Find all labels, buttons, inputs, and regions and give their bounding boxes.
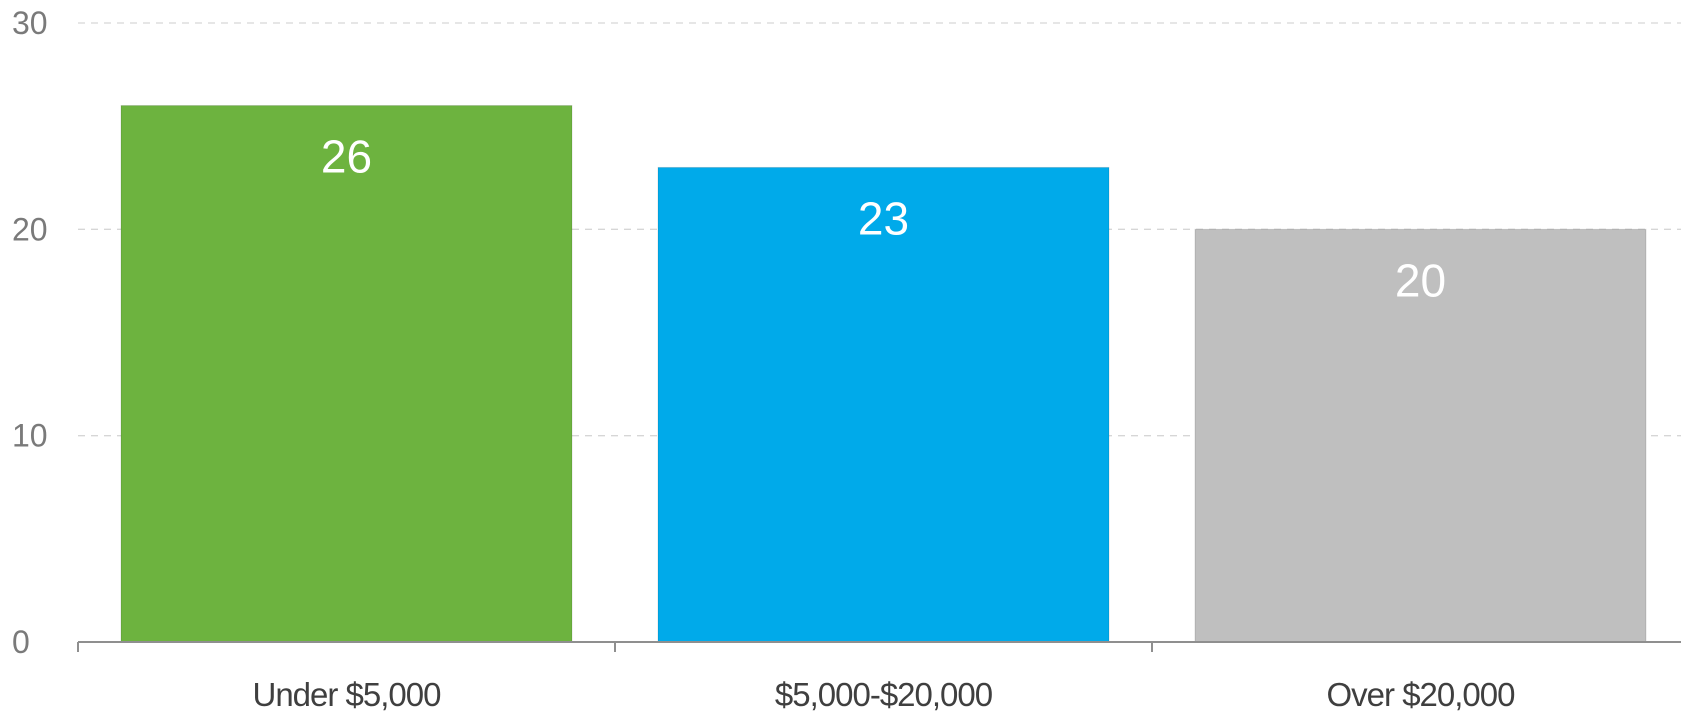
bar-3 xyxy=(1194,228,1647,643)
y-tick-label: 30 xyxy=(12,5,48,41)
bar-layer xyxy=(120,105,1647,643)
x-tick-label: $5,000-$20,000 xyxy=(775,676,993,713)
bar-data-label: 26 xyxy=(321,131,372,183)
bar-data-label: 23 xyxy=(858,192,909,244)
x-tick-label: Over $20,000 xyxy=(1327,676,1516,713)
bar-data-label: 20 xyxy=(1395,254,1446,306)
bar-2 xyxy=(657,166,1110,643)
y-tick-label: 10 xyxy=(12,418,48,454)
y-tick-label: 0 xyxy=(12,624,30,660)
label-layer: 0 10 20 30 26 Under $5,000 23 $5,000-$20,000 20 O… xyxy=(12,5,1516,713)
x-axis xyxy=(77,641,1681,652)
bar-1 xyxy=(120,105,573,643)
x-tick-label: Under $5,000 xyxy=(253,676,442,713)
y-tick-label: 20 xyxy=(12,211,48,247)
